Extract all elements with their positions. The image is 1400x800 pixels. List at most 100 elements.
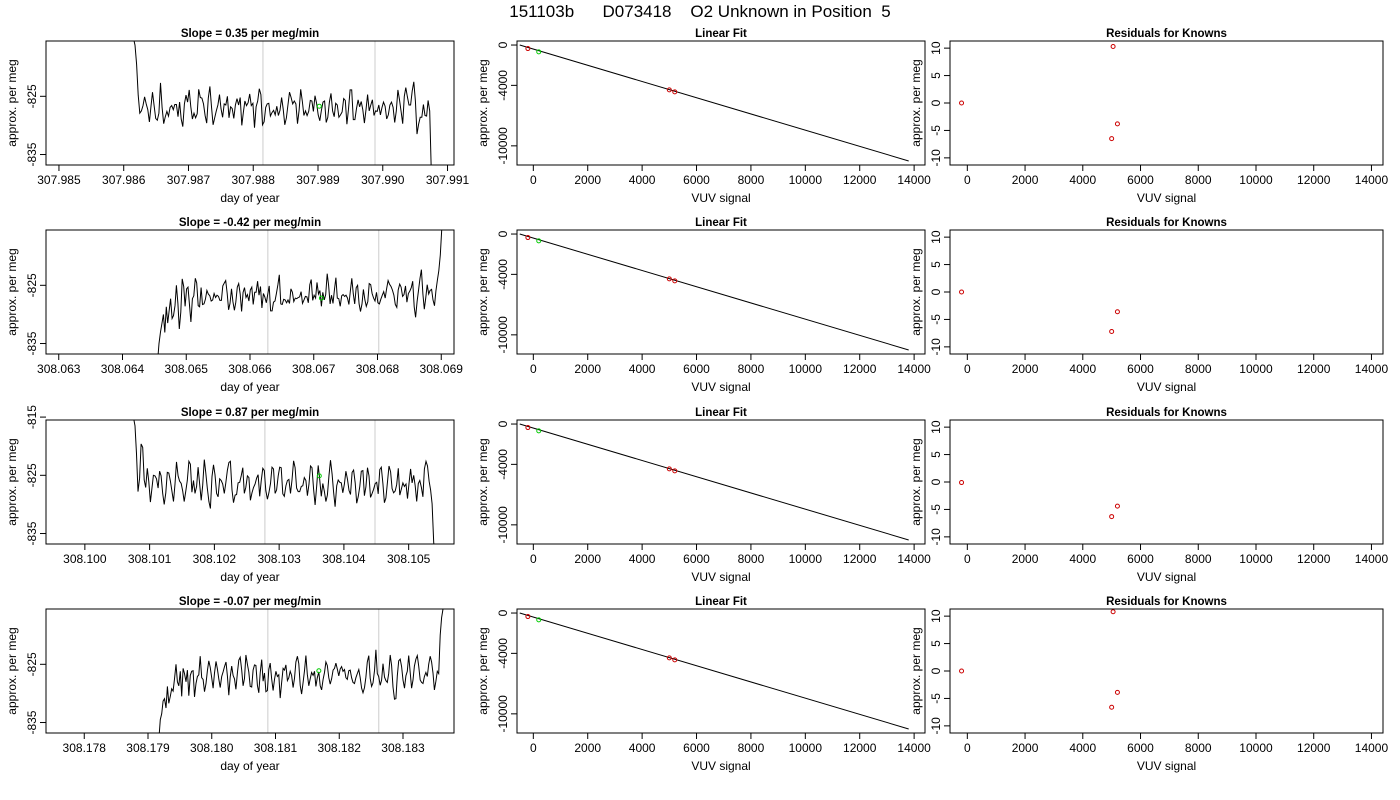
panel-title: Slope = 0.87 per meg/min [181, 407, 319, 419]
highlight-point [536, 49, 542, 55]
fit-line [519, 612, 909, 730]
x-tick-label: 8000 [1185, 173, 1212, 187]
y-tick-label: 10 [929, 230, 943, 244]
panel-linear_fit-2: Linear Fit 0 2000 4000 6000 8000 10000 12000 140… [476, 407, 931, 584]
y-tick-label: -5 [929, 693, 943, 704]
y-axis-label: approx. per meg [476, 59, 490, 146]
known-point [525, 614, 531, 620]
plot-frame [949, 419, 1384, 545]
y-tick-label: -825 [25, 84, 39, 108]
x-tick-label: 6000 [1127, 741, 1154, 755]
x-axis-label: VUV signal [691, 380, 750, 394]
y-tick-label: -825 [25, 463, 39, 487]
known-point [525, 235, 531, 241]
panel-timeseries-3: Slope = -0.07 per meg/min 308.178 308.179 3… [5, 596, 455, 773]
x-tick-label: 0 [530, 552, 537, 566]
y-tick-label: 10 [929, 420, 943, 434]
x-tick-label: 307.987 [167, 173, 211, 187]
x-tick-label: 2000 [574, 552, 601, 566]
x-tick-label: 308.104 [322, 552, 366, 566]
x-tick-label: 307.989 [296, 173, 340, 187]
panel-linear_fit-1: Linear Fit 0 2000 4000 6000 8000 10000 12000 140… [476, 217, 931, 394]
y-tick-label: -10 [929, 717, 943, 735]
y-axis-label: approx. per meg [5, 59, 19, 146]
series-line [158, 609, 444, 733]
x-tick-label: 308.183 [381, 741, 425, 755]
known-point [672, 468, 678, 474]
y-axis-label: approx. per meg [5, 248, 19, 335]
y-tick-label: -10000 [496, 127, 510, 165]
residual-point [1109, 136, 1115, 142]
x-tick-label: 308.178 [63, 741, 107, 755]
residual-point [1109, 514, 1115, 520]
highlight-point [536, 428, 542, 434]
known-point [525, 425, 531, 431]
plot-area [519, 233, 909, 351]
x-tick-label: 308.180 [190, 741, 234, 755]
plot-area [519, 612, 909, 730]
plot-frame [516, 608, 926, 734]
x-tick-label: 308.103 [257, 552, 301, 566]
y-tick-label: -4000 [496, 70, 510, 101]
y-tick-label: 0 [496, 41, 510, 48]
x-tick-label: 2000 [574, 173, 601, 187]
x-tick-label: 308.064 [101, 362, 145, 376]
plot-frame [516, 229, 926, 355]
y-tick-label: 10 [929, 41, 943, 55]
known-point [525, 46, 531, 52]
y-tick-label: 5 [929, 261, 943, 268]
panel-linear_fit-3: Linear Fit 0 2000 4000 6000 8000 10000 12000 140… [476, 596, 931, 773]
x-tick-label: 308.100 [63, 552, 107, 566]
x-tick-label: 8000 [738, 741, 765, 755]
x-tick-label: 14000 [897, 362, 931, 376]
y-tick-label: -825 [25, 652, 39, 676]
y-tick-label: 0 [929, 478, 943, 485]
x-tick-label: 2000 [1012, 741, 1039, 755]
known-point [672, 89, 678, 95]
plot-frame [516, 419, 926, 545]
x-tick-label: 12000 [1297, 173, 1331, 187]
plot-area [519, 44, 909, 162]
y-tick-label: -835 [25, 710, 39, 734]
y-axis-label: approx. per meg [476, 627, 490, 714]
plot-frame [949, 229, 1384, 355]
x-tick-label: 307.985 [37, 173, 81, 187]
x-tick-label: 4000 [1069, 173, 1096, 187]
series-line [133, 420, 435, 544]
panel-title: Slope = 0.35 per meg/min [181, 28, 319, 40]
x-axis-label: VUV signal [691, 759, 750, 773]
y-tick-label: 5 [929, 72, 943, 79]
y-tick-label: -4000 [496, 259, 510, 290]
x-tick-label: 4000 [1069, 552, 1096, 566]
x-tick-label: 14000 [1355, 362, 1389, 376]
x-tick-label: 4000 [629, 173, 656, 187]
plot-frame [45, 419, 455, 545]
known-point [666, 466, 672, 472]
x-tick-label: 8000 [738, 173, 765, 187]
x-tick-label: 10000 [1239, 741, 1273, 755]
x-tick-label: 307.991 [426, 173, 470, 187]
x-axis-label: day of year [220, 191, 279, 205]
x-tick-label: 10000 [1239, 173, 1273, 187]
plot-area [133, 41, 432, 165]
x-tick-label: 12000 [1297, 552, 1331, 566]
highlight-point [536, 617, 542, 623]
highlight-point [536, 238, 542, 244]
panel-timeseries-2: Slope = 0.87 per meg/min 308.100 308.101 30… [5, 405, 455, 584]
panel-title: Residuals for Knowns [1106, 596, 1227, 608]
fit-line [519, 423, 909, 541]
y-tick-label: 10 [929, 609, 943, 623]
x-tick-label: 308.069 [420, 362, 464, 376]
x-tick-label: 6000 [683, 552, 710, 566]
x-tick-label: 4000 [1069, 741, 1096, 755]
y-tick-label: -835 [25, 142, 39, 166]
y-tick-label: -4000 [496, 449, 510, 480]
x-axis-label: VUV signal [691, 191, 750, 205]
x-tick-label: 10000 [789, 173, 823, 187]
x-tick-label: 12000 [843, 362, 877, 376]
x-tick-label: 4000 [629, 552, 656, 566]
residual-point [959, 668, 965, 674]
y-axis-label: approx. per meg [476, 248, 490, 335]
